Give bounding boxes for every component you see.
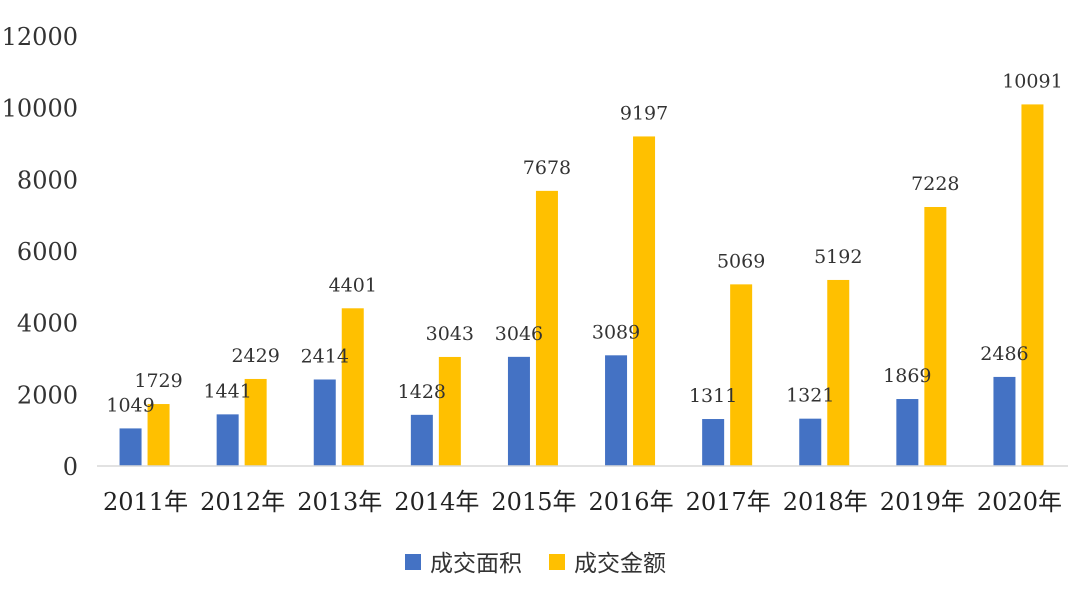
- data-label-area: 1049: [106, 394, 154, 416]
- x-tick-label: 2020年: [977, 488, 1062, 516]
- data-label-area: 1311: [689, 385, 737, 407]
- data-label-area: 1428: [398, 381, 446, 403]
- bar-amount: [924, 206, 947, 466]
- bar-amount: [730, 284, 753, 466]
- data-label-amount: 5069: [717, 250, 765, 272]
- bar-area: [410, 414, 433, 466]
- bar-area: [993, 376, 1016, 466]
- bar-area: [605, 355, 628, 466]
- y-tick-label: 2000: [17, 381, 78, 409]
- x-tick-label: 2013年: [297, 488, 382, 516]
- bar-amount: [1021, 104, 1044, 467]
- bars: [119, 104, 1044, 467]
- legend-label-area: 成交面积: [430, 551, 522, 577]
- bar-area: [216, 414, 239, 466]
- x-axis: 2011年 2012年 2013年 2014年 2015年 2016年 2017年 2018年…: [103, 488, 1062, 516]
- bar-area: [507, 356, 530, 466]
- data-label-area: 2414: [301, 345, 349, 367]
- bar-area: [119, 428, 142, 466]
- bar-amount: [147, 404, 170, 466]
- legend: 成交面积 成交金额: [405, 551, 666, 577]
- bar-area: [799, 418, 822, 466]
- data-label-amount: 4401: [329, 274, 377, 296]
- data-label-amount: 3043: [426, 323, 474, 345]
- x-tick-label: 2016年: [589, 488, 674, 516]
- data-label-area: 3089: [592, 321, 640, 343]
- data-label-amount: 10091: [1002, 70, 1062, 92]
- data-label-area: 1869: [883, 365, 931, 387]
- bar-area: [702, 419, 725, 466]
- x-tick-label: 2019年: [880, 488, 965, 516]
- data-label-amount: 5192: [814, 246, 862, 268]
- y-tick-label: 6000: [17, 238, 78, 266]
- x-tick-label: 2011年: [103, 488, 188, 516]
- y-axis: 0 2000 4000 6000 8000 10000 12000: [2, 23, 78, 481]
- bar-amount: [341, 308, 364, 466]
- data-label-amount: 7678: [523, 157, 571, 179]
- bar-area: [313, 379, 336, 466]
- y-tick-label: 10000: [2, 95, 78, 123]
- x-tick-label: 2015年: [491, 488, 576, 516]
- y-tick-label: 12000: [2, 23, 78, 51]
- bar-amount: [535, 190, 558, 466]
- data-label-amount: 2429: [231, 345, 279, 367]
- legend-swatch-amount: [549, 554, 565, 570]
- bar-amount: [438, 356, 461, 466]
- bar-area: [896, 399, 919, 466]
- data-label-area: 2486: [980, 343, 1028, 365]
- x-tick-label: 2018年: [783, 488, 868, 516]
- legend-swatch-area: [405, 554, 421, 570]
- data-label-area: 1441: [203, 380, 251, 402]
- bar-amount: [633, 136, 656, 466]
- x-tick-label: 2014年: [394, 488, 479, 516]
- data-label-area: 3046: [495, 323, 543, 345]
- y-tick-label: 4000: [17, 310, 78, 338]
- x-tick-label: 2012年: [200, 488, 285, 516]
- data-label-area: 1321: [786, 385, 834, 407]
- legend-label-amount: 成交金额: [574, 551, 666, 577]
- data-label-amount: 1729: [134, 370, 182, 392]
- y-tick-label: 0: [63, 453, 78, 481]
- data-label-amount: 7228: [911, 173, 959, 195]
- bar-amount: [244, 378, 267, 466]
- x-tick-label: 2017年: [686, 488, 771, 516]
- data-label-amount: 9197: [620, 102, 668, 124]
- bar-amount: [827, 279, 850, 466]
- y-tick-label: 8000: [17, 166, 78, 194]
